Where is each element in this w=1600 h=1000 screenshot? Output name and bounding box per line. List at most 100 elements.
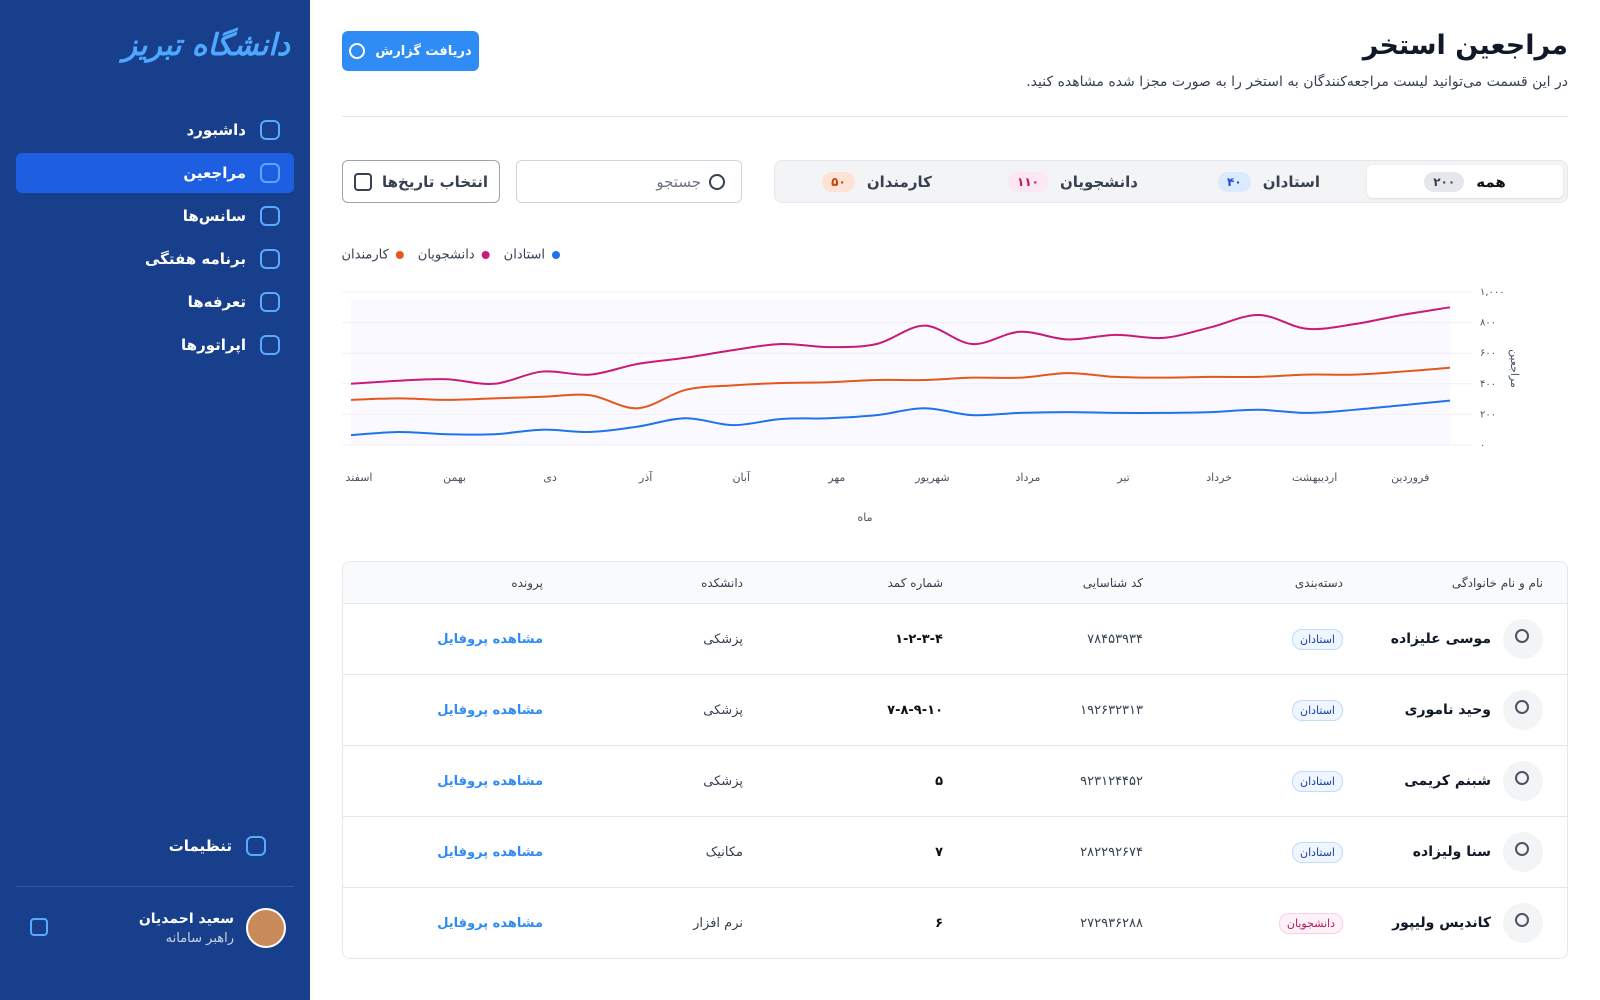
tab-label: همه xyxy=(1476,172,1506,191)
profile-link[interactable]: مشاهده پروفایل xyxy=(437,702,543,718)
nav-label: سانس‌ها xyxy=(182,207,246,225)
x-tick-label: بهمن xyxy=(443,471,466,484)
x-axis-label: ماه xyxy=(857,511,872,524)
locker-cell: ۷-۸-۹-۱۰ xyxy=(887,702,943,718)
nav-label: اپراتورها xyxy=(181,336,246,354)
avatar xyxy=(246,908,286,948)
table-row: سنا ولیزاده استادان ۲۸۲۲۹۲۶۷۴ ۷ مکانیک مشاهده… xyxy=(343,816,1567,887)
tab[interactable]: استادان ۴۰ xyxy=(1171,165,1367,198)
icon xyxy=(260,120,280,140)
x-tick-label: آبان xyxy=(732,470,750,484)
search-input[interactable]: جستجو xyxy=(516,160,742,203)
tab-label: دانشجویان xyxy=(1059,172,1139,191)
page-title: مراجعین استخر xyxy=(1362,30,1568,61)
x-tick-label: تیر xyxy=(1116,471,1129,484)
code-cell: ۱۹۲۶۳۲۳۱۳ xyxy=(1080,702,1143,718)
y-tick-label: ۴۰۰ xyxy=(1480,379,1496,390)
user-role: راهبر سامانه xyxy=(165,930,234,946)
profile-link[interactable]: مشاهده پروفایل xyxy=(437,844,543,860)
logout[interactable] xyxy=(30,918,48,936)
nav-label: تنظیمات xyxy=(168,837,232,855)
table-row: کاندیس ولیپور دانشجویان ۲۷۲۹۳۶۲۸۸ ۶ نرم افزا… xyxy=(343,887,1567,958)
tab[interactable]: دانشجویان ۱۱۰ xyxy=(975,165,1171,198)
name: سنا ولیزاده xyxy=(1412,844,1491,860)
header-cell: دانشکده xyxy=(701,575,743,590)
legend-label: استادان xyxy=(504,248,545,263)
user-name: سعید احمدیان xyxy=(138,910,234,927)
icon xyxy=(349,43,366,59)
x-tick-label: آذر xyxy=(638,470,653,484)
logo: دانشگاه تبریز xyxy=(122,28,291,63)
tab[interactable]: کارمندان ۵۰ xyxy=(779,165,975,198)
x-tick-label: دی xyxy=(543,471,557,484)
avatar xyxy=(1503,761,1543,801)
name-cell: شبنم کریمی xyxy=(1343,761,1543,801)
main: مراجعین استخر در این قسمت می‌توانید لیست… xyxy=(310,0,1600,1000)
locker-cell: ۵ xyxy=(935,773,943,789)
x-tick-label: مهر xyxy=(827,471,845,484)
icon xyxy=(246,836,266,856)
icon xyxy=(260,335,280,355)
locker-cell: ۷ xyxy=(935,844,943,860)
icon xyxy=(260,206,280,226)
legend-marker xyxy=(481,251,490,259)
profile-link[interactable]: مشاهده پروفایل xyxy=(437,915,543,931)
nav-item[interactable]: اپراتورها xyxy=(16,325,294,365)
category-badge: استادان xyxy=(1292,628,1343,650)
x-tick-label: مرداد xyxy=(1016,471,1041,484)
locker-cell: ۱-۲-۳-۴ xyxy=(895,631,943,647)
code-cell: ۲۷۲۹۳۶۲۸۸ xyxy=(1080,915,1143,931)
profile-link[interactable]: مشاهده پروفایل xyxy=(437,773,543,789)
nav-item[interactable]: تعرفه‌ها xyxy=(16,282,294,322)
table-header: نام و نام خانوادگی دسته‌بندی کد شناسایی شما… xyxy=(343,562,1567,603)
avatar xyxy=(1503,690,1543,730)
profile-link[interactable]: مشاهده پروفایل xyxy=(437,631,543,647)
page-subtitle: در این قسمت می‌توانید لیست مراجعه‌کنندگا… xyxy=(1026,74,1568,90)
name-cell: وحید ناموری xyxy=(1343,690,1543,730)
legend-marker xyxy=(395,251,404,259)
legend-marker xyxy=(552,251,560,259)
faculty-cell: پزشکی xyxy=(703,702,743,718)
divider xyxy=(342,116,1568,117)
line xyxy=(350,366,1451,410)
legend-label: دانشجویان xyxy=(418,248,475,263)
category-badge: استادان xyxy=(1292,841,1343,863)
avatar xyxy=(1503,619,1543,659)
name-cell: کاندیس ولیپور xyxy=(1343,903,1543,943)
placeholder: جستجو xyxy=(656,172,701,191)
code-cell: ۹۲۳۱۲۴۴۵۲ xyxy=(1080,773,1143,789)
nav-label: تعرفه‌ها xyxy=(187,293,246,311)
nav-label: برنامه هفتگی xyxy=(144,250,246,268)
tab[interactable]: همه ۲۰۰ xyxy=(1367,165,1563,198)
category-badge: دانشجویان xyxy=(1278,912,1343,934)
icon xyxy=(260,163,280,183)
divider xyxy=(16,886,294,887)
y-tick-label: ۶۰۰ xyxy=(1480,348,1496,359)
icon xyxy=(260,249,280,269)
category-badge: استادان xyxy=(1292,770,1343,792)
locker-cell: ۶ xyxy=(935,915,943,931)
header-cell: پرونده xyxy=(511,575,543,590)
date-button[interactable]: انتخاب تاریخ‌ها xyxy=(342,160,500,203)
nav-item[interactable]: تنظیمات xyxy=(16,826,280,866)
header-cell: نام و نام خانوادگی xyxy=(1451,575,1543,590)
x-tick-label: اسفند xyxy=(346,471,373,484)
nav: داشبورد مراجعین سانس‌ها برنامه هفتگی تعرفه‌ه… xyxy=(16,110,294,368)
table: نام و نام خانوادگی دسته‌بندی کد شناسایی شما… xyxy=(342,561,1568,959)
nav-item[interactable]: برنامه هفتگی xyxy=(16,239,294,279)
tab-count: ۲۰۰ xyxy=(1424,171,1465,192)
header-cell: کد شناسایی xyxy=(1082,575,1143,590)
nav-item[interactable]: داشبورد xyxy=(16,110,294,150)
nav-item[interactable]: سانس‌ها xyxy=(16,196,294,236)
category-cell: دانشجویان xyxy=(1143,912,1343,934)
nav-item[interactable]: مراجعین xyxy=(16,153,294,193)
name-cell: موسی علیزاده xyxy=(1343,619,1543,659)
line xyxy=(350,306,1451,385)
sidebar: دانشگاه تبریز داشبورد مراجعین سانس‌ها برنام… xyxy=(0,0,310,1000)
report-button[interactable]: دریافت گزارش xyxy=(342,31,479,71)
icon xyxy=(709,173,725,190)
tab-count: ۵۰ xyxy=(822,171,855,192)
x-tick-label: اردیبهشت xyxy=(1292,471,1337,484)
x-tick-label: خرداد xyxy=(1206,471,1232,484)
